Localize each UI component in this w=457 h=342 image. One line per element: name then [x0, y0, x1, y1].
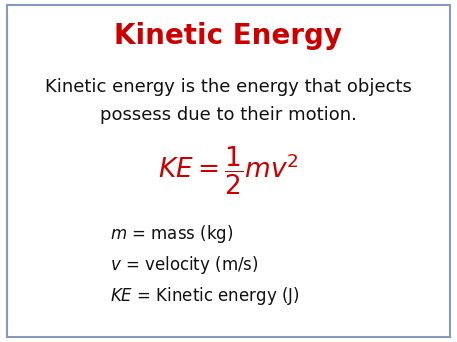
- Text: possess due to their motion.: possess due to their motion.: [100, 106, 357, 123]
- Text: Kinetic energy is the energy that objects: Kinetic energy is the energy that object…: [45, 78, 412, 96]
- Text: $\mathit{KE} = \dfrac{1}{2}mv^{2}$: $\mathit{KE} = \dfrac{1}{2}mv^{2}$: [158, 145, 299, 197]
- Text: Kinetic Energy: Kinetic Energy: [115, 22, 342, 50]
- Text: $KE$ = Kinetic energy (J): $KE$ = Kinetic energy (J): [110, 285, 299, 307]
- Text: $m$ = mass (kg): $m$ = mass (kg): [110, 223, 233, 245]
- Text: $v$ = velocity (m/s): $v$ = velocity (m/s): [110, 254, 258, 276]
